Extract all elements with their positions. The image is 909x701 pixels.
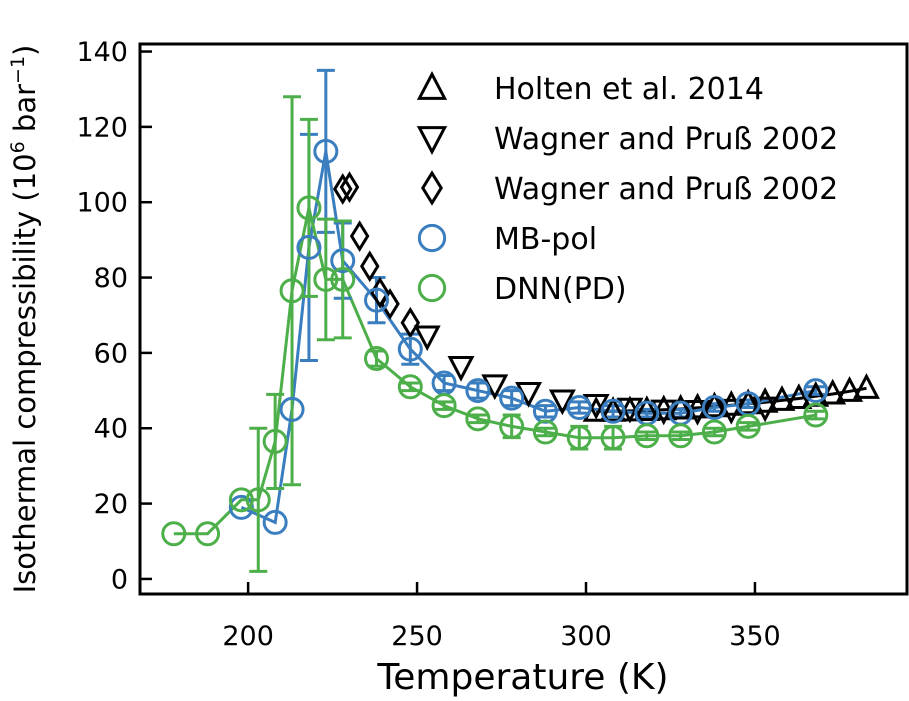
- y-tick-label: 100: [76, 188, 128, 219]
- wagner-and-pru-2002-2-point: [332, 173, 353, 205]
- plot-lines: [173, 151, 867, 536]
- dnn-pd-4-point: [161, 521, 187, 547]
- wagner-and-pru-2002-1-point: [548, 389, 576, 416]
- holten-et-al-2014-0-point: [700, 391, 728, 418]
- legend-marker-wagner-and-pru-2002-1: [416, 126, 448, 156]
- plot-frame: [138, 42, 909, 596]
- holten-et-al-2014-0-point: [599, 396, 627, 422]
- wagner-and-pru-2002-2-point: [339, 171, 360, 204]
- dnn-pd-4-point: [279, 278, 305, 304]
- x-tick-label: 300: [560, 621, 612, 652]
- legend-label-wagner-and-pru-2002-2: Wagner and Pruß 2002: [494, 172, 838, 207]
- x-axis-title: Temperature (K): [376, 657, 668, 698]
- mb-pol-3-point: [803, 378, 829, 404]
- wagner-and-pru-2002-1-point: [413, 325, 441, 352]
- mb-pol-3-point: [566, 395, 592, 421]
- mb-pol-3-point: [262, 509, 288, 535]
- dnn-pd-4-line: [173, 207, 817, 536]
- y-tick-label: 140: [76, 37, 128, 68]
- legend-marker-mb-pol-3: [417, 223, 447, 253]
- dnn-pd-4-point: [245, 487, 271, 513]
- holten-et-al-2014-0-point: [785, 383, 813, 409]
- legend-marker-holten-et-al-2014-0: [416, 70, 448, 100]
- holten-et-al-2014-0-point: [852, 373, 880, 399]
- wagner-and-pru-2002-2-point: [400, 306, 421, 339]
- axis-ticks: 200 250 300 350 0 20 40 60 80 100 120 140: [76, 37, 780, 652]
- legend-label-mb-pol-3: MB-pol: [494, 222, 597, 257]
- y-tick-label: 60: [94, 338, 128, 369]
- wagner-and-pru-2002-1-point: [447, 355, 475, 382]
- mb-pol-3-point: [279, 396, 305, 422]
- dnn-pd-4-point: [499, 413, 525, 439]
- dnn-pd-4-point: [701, 419, 727, 445]
- dnn-pd-4-point: [330, 266, 356, 292]
- mb-pol-3-point: [364, 287, 390, 313]
- x-tick-label: 200: [222, 621, 274, 652]
- dnn-pd-4-point: [634, 423, 660, 449]
- legend-label-wagner-and-pru-2002-1: Wagner and Pruß 2002: [494, 122, 838, 157]
- legend-marker-wagner-and-pru-2002-2: [421, 170, 443, 206]
- mb-pol-3-point: [465, 378, 491, 404]
- legend-label-holten-et-al-2014-0: Holten et al. 2014: [494, 72, 764, 107]
- wagner-and-pru-2002-2-point: [380, 288, 400, 320]
- dnn-pd-4-point: [735, 413, 761, 439]
- wagner-and-pru-2002-2-point: [360, 250, 380, 283]
- dnn-pd-4-point: [668, 423, 694, 449]
- holten-et-al-2014-0-point: [667, 393, 695, 420]
- holten-et-al-2014-0-point: [836, 376, 864, 402]
- y-tick-label: 80: [94, 263, 128, 294]
- wagner-and-pru-2002-2-point: [349, 220, 370, 252]
- y-tick-label: 0: [111, 564, 128, 595]
- x-tick-label: 350: [729, 621, 781, 652]
- x-tick-label: 250: [391, 621, 443, 652]
- y-axis-title: Isothermal compressibility (106 bar−1): [7, 45, 42, 594]
- mb-pol-3-point: [499, 385, 525, 411]
- dnn-pd-4-point: [397, 374, 423, 400]
- dnn-pd-4-point: [228, 487, 254, 513]
- dnn-pd-4-point: [600, 425, 626, 451]
- mb-pol-3-point: [701, 395, 727, 421]
- mb-pol-3-point: [296, 234, 322, 260]
- dnn-pd-4-point: [803, 402, 829, 428]
- dnn-pd-4-point: [465, 406, 491, 432]
- dnn-pd-4-point: [364, 346, 390, 372]
- mb-pol-3-point: [397, 336, 423, 362]
- mb-pol-3-line: [240, 151, 817, 525]
- dnn-pd-4-point: [262, 428, 288, 454]
- dnn-pd-4-point: [431, 393, 457, 419]
- dnn-pd-4-point: [532, 419, 558, 445]
- legend-label-dnn-pd-4: DNN(PD): [494, 272, 627, 307]
- mb-pol-3-point: [600, 398, 626, 424]
- dnn-pd-4-point: [195, 521, 221, 547]
- y-tick-label: 40: [94, 414, 128, 445]
- mb-pol-3-point: [313, 138, 339, 164]
- legend-marker-dnn-pd-4: [417, 273, 447, 303]
- holten-et-al-2014-0-point: [633, 395, 661, 422]
- dnn-pd-4-point: [566, 425, 592, 451]
- dnn-pd-4-point: [313, 266, 339, 292]
- y-tick-label: 20: [94, 489, 128, 520]
- y-tick-label: 120: [76, 112, 128, 143]
- dnn-pd-4-point: [296, 195, 322, 221]
- mb-pol-3-point: [330, 248, 356, 274]
- data-markers: [161, 138, 880, 547]
- legend: Holten et al. 2014 Wagner and Pruß 2002 Wa…: [416, 70, 838, 307]
